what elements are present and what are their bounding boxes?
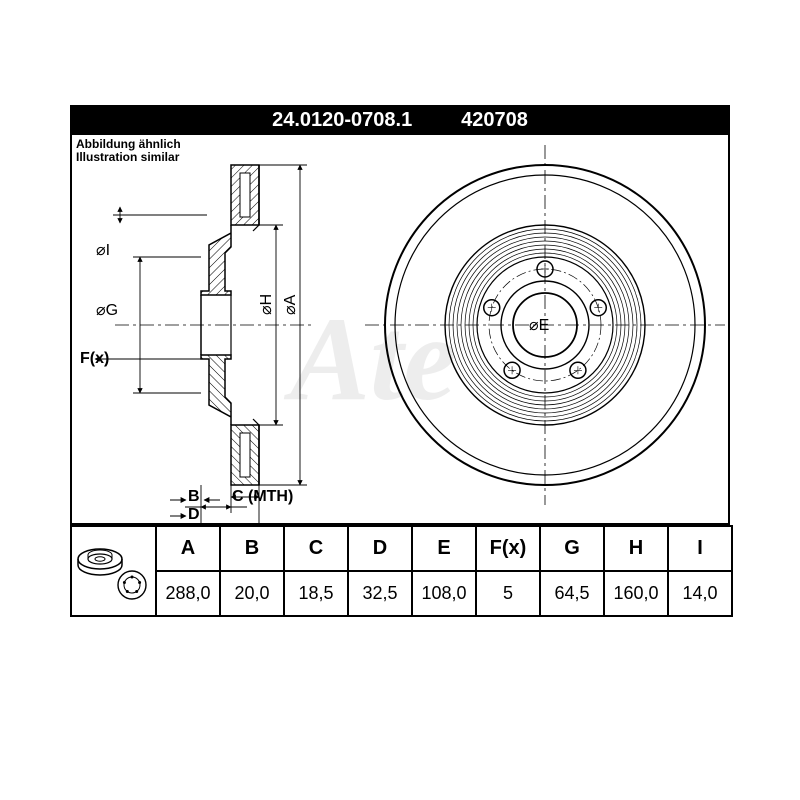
th-A: A — [156, 526, 220, 571]
td-A: 288,0 — [156, 571, 220, 616]
th-G: G — [540, 526, 604, 571]
th-E: E — [412, 526, 476, 571]
td-G: 64,5 — [540, 571, 604, 616]
td-Fx: 5 — [476, 571, 540, 616]
section-upper — [201, 165, 259, 295]
table-header-row: A B C D E F(x) G H I — [71, 526, 732, 571]
th-B: B — [220, 526, 284, 571]
td-D: 32,5 — [348, 571, 412, 616]
label-diam-G: ⌀G — [96, 300, 118, 320]
td-C: 18,5 — [284, 571, 348, 616]
table-icon-cell — [71, 526, 156, 616]
brake-disc-icon — [74, 529, 154, 613]
side-section-view — [95, 165, 315, 525]
bd-arrow-icon — [170, 490, 330, 524]
th-I: I — [668, 526, 732, 571]
td-H: 160,0 — [604, 571, 668, 616]
td-E: 108,0 — [412, 571, 476, 616]
section-lower — [201, 355, 259, 485]
th-C: C — [284, 526, 348, 571]
td-B: 20,0 — [220, 571, 284, 616]
front-view: ⌀E — [365, 145, 725, 505]
th-H: H — [604, 526, 668, 571]
td-I: 14,0 — [668, 571, 732, 616]
label-diam-A: ⌀A — [280, 295, 300, 315]
label-diam-E: ⌀E — [529, 317, 549, 334]
table-value-row: 288,0 20,0 18,5 32,5 108,0 5 64,5 160,0 … — [71, 571, 732, 616]
canvas: 24.0120-0708.1 420708 Abbildung ähnlich … — [0, 0, 800, 800]
diagram-area: ⌀E — [70, 135, 730, 525]
label-diam-I: ⌀I — [96, 240, 110, 260]
th-D: D — [348, 526, 412, 571]
label-diam-H: ⌀H — [256, 294, 276, 315]
label-Fx: F(x) — [80, 350, 109, 368]
technical-drawing-svg: ⌀E — [70, 135, 730, 525]
th-Fx: F(x) — [476, 526, 540, 571]
dimension-table: A B C D E F(x) G H I 288,0 20,0 18,5 32,… — [70, 525, 733, 617]
